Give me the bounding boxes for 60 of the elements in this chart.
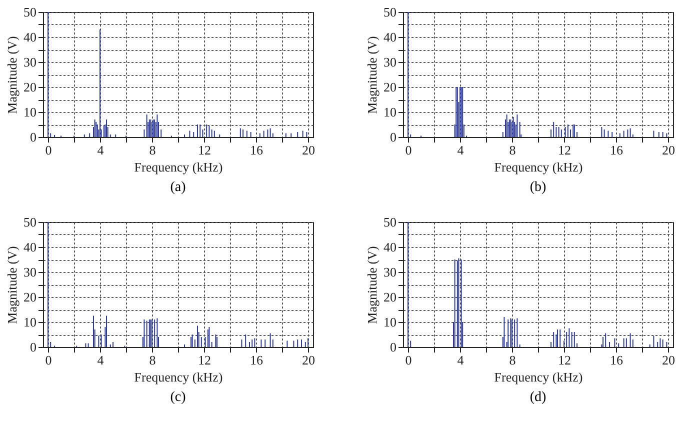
- x-tick-label: 0: [45, 352, 52, 368]
- x-tick-label: 8: [149, 142, 156, 158]
- x-axis-title: Frequency (kHz): [134, 160, 223, 174]
- x-tick-label: 0: [405, 352, 412, 368]
- y-tick-label: 0: [390, 340, 396, 354]
- y-tick-label: 10: [384, 104, 396, 120]
- y-tick-label: 10: [24, 104, 36, 120]
- y-tick-label: 0: [390, 130, 396, 144]
- y-tick-label: 10: [384, 314, 396, 330]
- y-tick-label: 40: [384, 240, 396, 254]
- x-tick-label: 20: [662, 352, 675, 368]
- x-axis-title: Frequency (kHz): [494, 160, 583, 174]
- y-tick-label: 0: [30, 130, 36, 144]
- x-tick-label: 4: [97, 352, 104, 368]
- y-tick-label: 50: [24, 214, 36, 230]
- x-tick-label: 20: [662, 142, 675, 158]
- y-tick-label: 0: [30, 340, 36, 354]
- y-tick-label: 20: [384, 80, 396, 94]
- x-tick-label: 20: [302, 142, 315, 158]
- y-tick-label: 30: [384, 54, 396, 70]
- x-tick-label: 20: [302, 352, 315, 368]
- text: (d): [530, 390, 546, 405]
- x-tick-label: 4: [97, 142, 104, 158]
- y-tick-label: 40: [24, 30, 36, 44]
- x-tick-label: 8: [509, 352, 516, 368]
- x-tick-label: 8: [149, 352, 156, 368]
- y-tick-label: 30: [24, 54, 36, 70]
- x-tick-label: 8: [509, 142, 516, 158]
- y-tick-label: 40: [384, 30, 396, 44]
- text: (b): [530, 180, 546, 195]
- y-axis-title: Magnitude (V): [4, 246, 20, 324]
- y-tick-label: 40: [24, 240, 36, 254]
- x-tick-label: 0: [405, 142, 412, 158]
- y-axis-title: Magnitude (V): [364, 246, 380, 324]
- text: (c): [170, 390, 186, 405]
- x-tick-label: 12: [198, 142, 211, 158]
- x-tick-label: 4: [457, 142, 464, 158]
- y-axis-title: Magnitude (V): [364, 36, 380, 114]
- y-tick-label: 10: [24, 314, 36, 330]
- y-tick-label: 50: [384, 4, 396, 20]
- x-axis-title: Frequency (kHz): [134, 370, 223, 384]
- x-tick-label: 16: [250, 142, 264, 158]
- x-axis-title: Frequency (kHz): [494, 370, 583, 384]
- y-tick-label: 20: [24, 80, 36, 94]
- y-tick-label: 50: [384, 214, 396, 230]
- x-tick-label: 12: [198, 352, 211, 368]
- x-tick-label: 16: [250, 352, 264, 368]
- x-tick-label: 4: [457, 352, 464, 368]
- y-tick-label: 20: [24, 290, 36, 304]
- x-tick-label: 16: [610, 142, 624, 158]
- y-tick-label: 30: [384, 264, 396, 280]
- y-tick-label: 50: [24, 4, 36, 20]
- x-tick-label: 0: [45, 142, 52, 158]
- x-tick-label: 12: [558, 352, 571, 368]
- y-tick-label: 20: [384, 290, 396, 304]
- x-tick-label: 12: [558, 142, 571, 158]
- y-axis-title: Magnitude (V): [4, 36, 20, 114]
- x-tick-label: 16: [610, 352, 624, 368]
- text: (a): [170, 180, 186, 195]
- y-tick-label: 30: [24, 264, 36, 280]
